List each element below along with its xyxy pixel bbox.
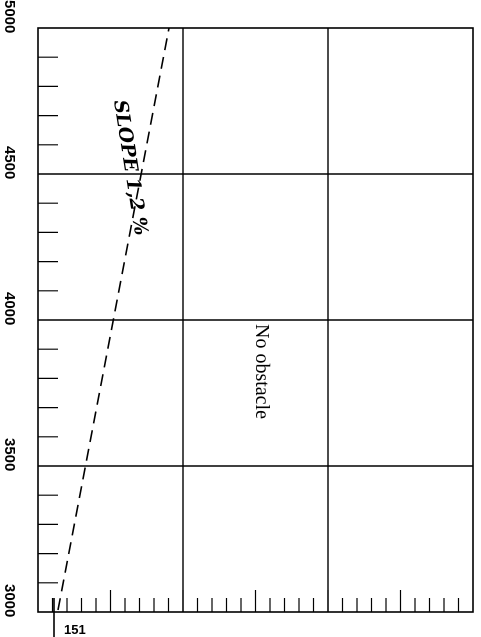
slope-annotation: SLOPE 1,2 %: [109, 98, 152, 237]
minor-ticks: [38, 56, 460, 637]
y-tick-label: 4000: [1, 292, 18, 325]
x-tick-label: 151: [64, 622, 86, 637]
y-tick-label: 5000: [1, 0, 18, 33]
series-slope-line: [57, 27, 170, 611]
no-obstacle-annotation: No obstacle: [251, 324, 273, 419]
grid-lines: [38, 28, 473, 612]
y-tick-labels: 5000 4500 4000 3500 3000: [1, 0, 18, 617]
slope-line: [57, 27, 170, 611]
y-tick-label: 3000: [1, 584, 18, 617]
y-tick-label: 4500: [1, 146, 18, 179]
y-tick-label: 3500: [1, 438, 18, 471]
